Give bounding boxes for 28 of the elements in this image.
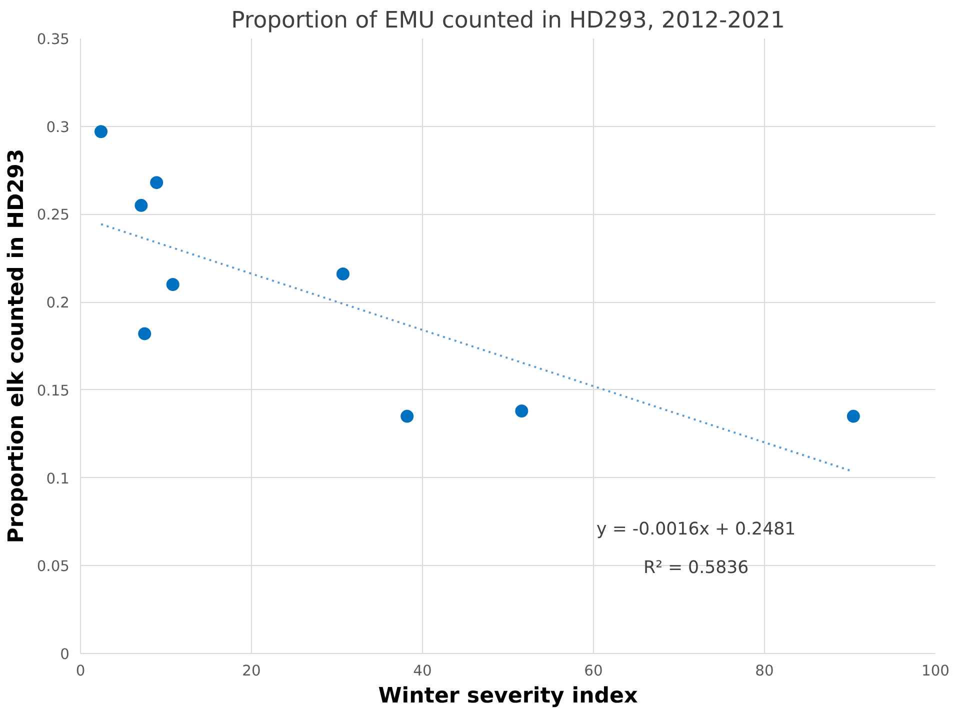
x-tick-label: 40 [413,662,432,680]
y-tick-label: 0.05 [36,558,70,576]
y-tick-label: 0.3 [46,118,70,136]
point [138,327,152,340]
y-axis-title: Proportion elk counted in HD293 [4,148,29,544]
x-tick-label: 80 [755,662,774,680]
point [94,125,108,138]
x-axis-title: Winter severity index [378,684,638,708]
point [150,176,164,190]
annotation: y = -0.0016x + 0.2481 [596,520,796,540]
y-tick-label: 0.2 [46,294,70,312]
x-tick-label: 60 [584,662,603,680]
y-tick-label: 0.35 [36,31,70,48]
point [134,198,148,212]
y-tick-label: 0.1 [46,470,70,488]
y-tick-label: 0.25 [36,206,70,224]
point [166,278,180,291]
point [515,404,528,418]
point [336,267,350,280]
y-tick-label: 0 [60,646,70,663]
y-tick-label: 0.15 [36,382,70,400]
point [846,410,860,423]
annotation: R² = 0.5836 [644,558,749,578]
x-tick-label: 0 [76,662,86,680]
point [400,410,414,423]
x-tick-label: 100 [922,662,950,680]
x-tick-label: 20 [242,662,261,680]
chart-title: Proportion of EMU counted in HD293, 2012-2021 [231,8,785,34]
